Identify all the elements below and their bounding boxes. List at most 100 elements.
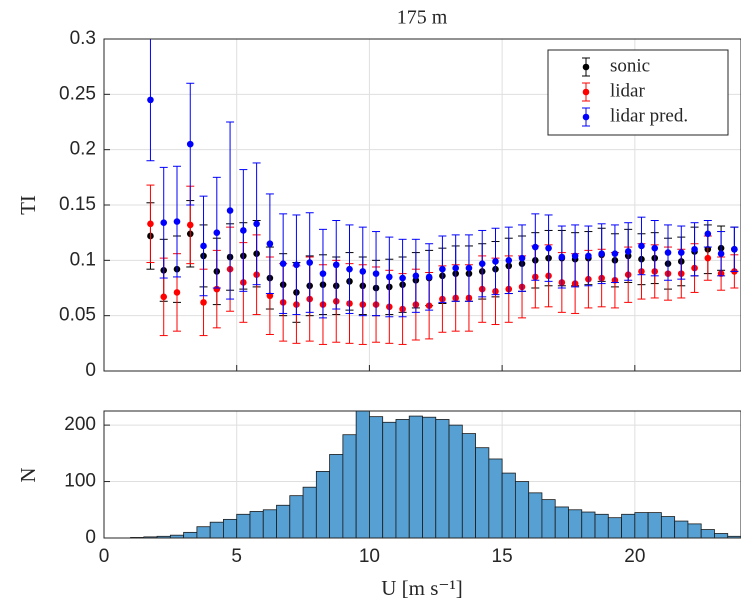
bar — [236, 513, 251, 538]
bar — [475, 447, 490, 538]
bar — [607, 517, 622, 538]
bar — [568, 509, 583, 538]
marker — [598, 250, 605, 257]
bar — [554, 506, 569, 538]
marker — [532, 243, 539, 251]
bar — [422, 416, 437, 538]
marker — [638, 242, 645, 250]
marker — [731, 245, 738, 253]
bar — [621, 513, 636, 538]
marker — [651, 244, 659, 252]
bar — [302, 486, 317, 538]
y-tick-label: 200 — [64, 414, 96, 435]
bar — [501, 472, 516, 538]
marker — [691, 245, 698, 253]
y-tick-label: 0.25 — [59, 83, 96, 104]
marker — [319, 270, 327, 277]
y-tick-label: 0.1 — [70, 249, 96, 270]
marker — [571, 252, 579, 260]
bar — [634, 512, 649, 538]
marker — [505, 257, 513, 264]
marker — [213, 229, 221, 236]
legend-swatch — [582, 113, 590, 121]
legend-label: lidar — [610, 80, 645, 101]
bar — [700, 529, 715, 538]
marker — [372, 270, 380, 277]
bar — [714, 533, 729, 538]
marker — [186, 140, 194, 148]
x-axis-label: U [m s⁻¹] — [381, 576, 463, 600]
marker — [160, 219, 168, 227]
y-tick-label: 0 — [85, 527, 96, 548]
y-tick-label: 0.3 — [70, 28, 96, 49]
bar — [541, 499, 556, 538]
bar — [276, 504, 291, 538]
legend-label: sonic — [610, 55, 650, 76]
x-tick-label: 15 — [492, 546, 513, 567]
y-axis-label: TI — [16, 195, 40, 215]
bar — [488, 458, 503, 538]
y-tick-label: 0.2 — [70, 139, 96, 160]
bar — [408, 415, 423, 538]
marker — [160, 293, 168, 301]
marker — [200, 299, 207, 306]
bar — [355, 411, 370, 538]
marker — [213, 285, 221, 293]
x-tick-label: 0 — [99, 546, 110, 567]
bar — [196, 526, 211, 538]
marker — [611, 250, 619, 257]
marker — [200, 242, 207, 250]
marker — [677, 249, 685, 256]
marker — [492, 258, 499, 265]
legend-swatch — [582, 63, 590, 71]
y-axis-label: N — [16, 467, 40, 482]
marker — [266, 240, 274, 248]
marker — [346, 265, 353, 273]
marker — [704, 230, 712, 238]
bar — [209, 521, 224, 538]
bar — [674, 520, 689, 538]
marker — [704, 254, 712, 262]
legend-swatch — [582, 88, 590, 96]
marker — [425, 273, 433, 281]
bar — [369, 416, 384, 538]
marker — [226, 207, 234, 214]
marker — [147, 96, 154, 104]
bar — [435, 419, 450, 538]
bar — [687, 523, 702, 538]
marker — [452, 264, 459, 272]
marker — [279, 260, 287, 267]
marker — [253, 220, 260, 228]
marker — [147, 220, 154, 228]
marker — [186, 221, 194, 229]
x-tick-label: 10 — [359, 546, 380, 567]
marker — [585, 252, 592, 260]
bar — [647, 512, 662, 538]
bar — [289, 495, 304, 538]
legend-label: lidar pred. — [610, 105, 688, 126]
chart-title: 175 m — [397, 7, 448, 29]
bar — [262, 509, 277, 538]
series-layer — [146, 39, 739, 345]
marker — [412, 272, 420, 280]
bar — [461, 433, 476, 538]
y-tick-label: 0 — [85, 360, 96, 381]
plot-frame — [103, 38, 741, 372]
marker — [359, 268, 367, 275]
marker — [465, 264, 473, 272]
marker — [306, 259, 313, 266]
marker — [293, 261, 300, 269]
plot-frame — [103, 410, 741, 539]
bar — [329, 454, 344, 538]
bar — [183, 531, 198, 538]
bar — [223, 518, 238, 538]
marker — [266, 292, 274, 300]
y-tick-label: 100 — [64, 471, 96, 492]
marker — [439, 265, 446, 273]
y-tick-label: 0.15 — [59, 194, 96, 215]
marker — [173, 289, 181, 296]
bar — [342, 434, 357, 538]
bar — [528, 492, 543, 538]
marker — [624, 248, 632, 255]
